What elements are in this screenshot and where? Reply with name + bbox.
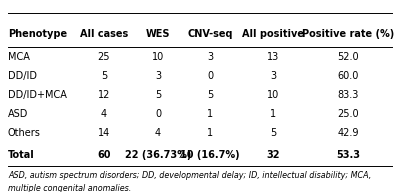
Text: All cases: All cases: [80, 29, 128, 39]
Text: Positive rate (%): Positive rate (%): [302, 29, 394, 39]
Text: 3: 3: [155, 71, 161, 81]
Text: 5: 5: [155, 90, 161, 100]
Text: 10 (16.7%): 10 (16.7%): [180, 150, 240, 160]
Text: 60.0: 60.0: [337, 71, 359, 81]
Text: 3: 3: [207, 52, 213, 62]
Text: 1: 1: [207, 128, 213, 138]
Text: 5: 5: [270, 128, 276, 138]
Text: DD/ID: DD/ID: [8, 71, 37, 81]
Text: 4: 4: [101, 109, 107, 119]
Text: 1: 1: [207, 109, 213, 119]
Text: 25.0: 25.0: [337, 109, 359, 119]
Text: 83.3: 83.3: [337, 90, 359, 100]
Text: 0: 0: [155, 109, 161, 119]
Text: Total: Total: [8, 150, 35, 160]
Text: 32: 32: [266, 150, 280, 160]
Text: 10: 10: [152, 52, 164, 62]
Text: 53.3: 53.3: [336, 150, 360, 160]
Text: 0: 0: [207, 71, 213, 81]
Text: Phenotype: Phenotype: [8, 29, 67, 39]
Text: 13: 13: [267, 52, 279, 62]
Text: 5: 5: [101, 71, 107, 81]
Text: 60: 60: [97, 150, 111, 160]
Text: 10: 10: [267, 90, 279, 100]
Text: 5: 5: [207, 90, 213, 100]
Text: 22 (36.73%): 22 (36.73%): [125, 150, 191, 160]
Text: All positive: All positive: [242, 29, 304, 39]
Text: 1: 1: [270, 109, 276, 119]
Text: ASD, autism spectrum disorders; DD, developmental delay; ID, intellectual disabi: ASD, autism spectrum disorders; DD, deve…: [8, 171, 371, 180]
Text: 52.0: 52.0: [337, 52, 359, 62]
Text: Others: Others: [8, 128, 41, 138]
Text: MCA: MCA: [8, 52, 30, 62]
Text: WES: WES: [146, 29, 170, 39]
Text: CNV-seq: CNV-seq: [187, 29, 233, 39]
Text: 14: 14: [98, 128, 110, 138]
Text: ASD: ASD: [8, 109, 28, 119]
Text: 3: 3: [270, 71, 276, 81]
Text: 42.9: 42.9: [337, 128, 359, 138]
Text: 12: 12: [98, 90, 110, 100]
Text: 4: 4: [155, 128, 161, 138]
Text: 25: 25: [98, 52, 110, 62]
Text: multiple congenital anomalies.: multiple congenital anomalies.: [8, 184, 131, 192]
Text: DD/ID+MCA: DD/ID+MCA: [8, 90, 67, 100]
